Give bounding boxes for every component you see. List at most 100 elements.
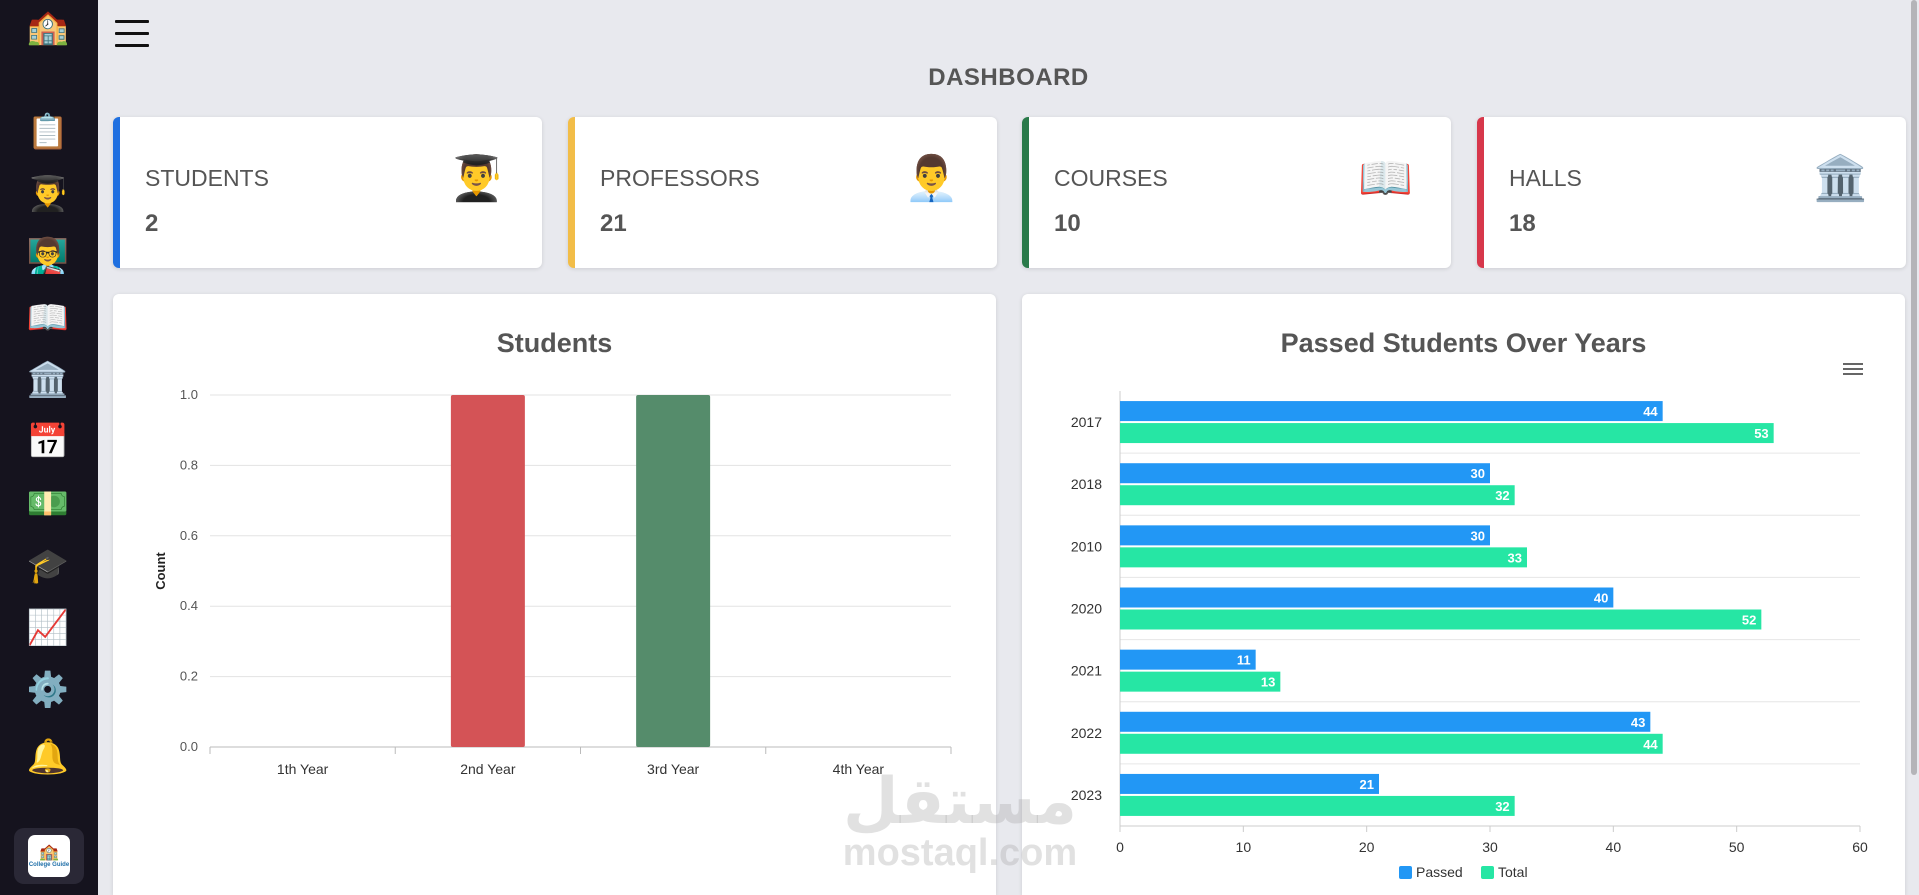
chart-title: Passed Students Over Years [1280,328,1647,358]
bar-total [1120,609,1762,630]
bar [450,395,525,747]
x-tick-label: 4th Year [833,761,885,777]
stat-card-students[interactable]: STUDENTS 2 👨‍🎓 [113,117,542,268]
stat-card-courses[interactable]: COURSES 10 📖 [1022,117,1451,268]
bar-passed [1120,711,1651,732]
money-icon[interactable]: 💵 [26,485,70,523]
calendar-icon[interactable]: 📅 [26,423,70,461]
y-tick-label: 2010 [1071,538,1102,554]
x-tick-label: 1th Year [277,761,329,777]
legend-label: Total [1498,864,1528,880]
logo-badge: 🏫 College Guide [28,835,70,877]
page-scrollbar[interactable] [1911,0,1917,775]
student-icon[interactable]: 👨‍🎓 [26,175,70,213]
stat-value: 21 [600,210,627,237]
legend-swatch [1399,866,1412,879]
data-label: 30 [1471,466,1485,481]
y-tick-label: 2023 [1071,787,1102,803]
x-tick-label: 2nd Year [460,761,516,777]
y-tick-label: 0.6 [180,528,198,543]
data-label: 32 [1495,488,1509,503]
professor-icon: 👨‍💼 [904,154,959,203]
stat-label: PROFESSORS [600,165,760,191]
data-label: 40 [1594,591,1608,606]
bar-passed [1120,401,1663,422]
bar-total [1120,733,1663,754]
bar [636,395,711,747]
data-label: 30 [1471,528,1485,543]
stat-label: HALLS [1509,165,1582,191]
page-title: DASHBOARD [928,64,1089,91]
bell-icon[interactable]: 🔔 [26,738,70,776]
college-guide-logo[interactable]: 🏫 College Guide [14,828,84,884]
data-label: 33 [1508,550,1522,565]
classical-building-icon[interactable]: 🏛️ [26,361,70,399]
data-label: 11 [1237,653,1251,668]
y-tick-label: 2017 [1071,414,1102,430]
data-label: 43 [1631,715,1645,730]
y-tick-label: 1.0 [180,387,198,402]
x-tick-label: 50 [1729,839,1745,855]
data-label: 32 [1495,799,1509,814]
bar-passed [1120,587,1614,608]
bar-total [1120,423,1774,444]
teacher-icon[interactable]: 👨‍🏫 [26,237,70,275]
x-tick-label: 60 [1852,839,1868,855]
bar-passed [1120,463,1490,484]
bar-total [1120,795,1515,816]
passed-students-chart-panel: Passed Students Over Years 2017 44 53 2018 3… [1022,294,1905,895]
y-tick-label: 0.2 [180,669,198,684]
open-book-icon: 📖 [1358,154,1413,203]
y-axis-label: Count [153,552,168,590]
gear-icon[interactable]: ⚙️ [26,671,70,709]
y-tick-label: 2020 [1071,601,1102,617]
sidebar: 🏫 📋 👨‍🎓 👨‍🏫 📖 🏛️ 📅 💵 🎓 📈 ⚙️ 🔔 🏫 College … [0,0,98,895]
x-tick-label: 0 [1116,839,1124,855]
data-label: 52 [1742,613,1756,628]
stat-value: 2 [145,210,159,237]
student-icon: 👨‍🎓 [449,154,504,203]
data-label: 44 [1643,737,1658,752]
data-label: 13 [1261,675,1275,690]
stat-value: 18 [1509,210,1536,237]
bar-total [1120,671,1281,692]
graduation-cap-icon[interactable]: 🎓 [26,547,70,585]
y-tick-label: 0.8 [180,457,198,472]
data-label: 21 [1360,777,1374,792]
x-tick-label: 20 [1359,839,1375,855]
bar-total [1120,547,1527,568]
x-tick-label: 40 [1606,839,1622,855]
chart-increasing-icon[interactable]: 📈 [26,609,70,647]
bar-passed [1120,773,1379,794]
stat-label: COURSES [1054,165,1168,191]
students-bar-chart: 0.0 0.2 0.4 0.6 0.8 1.0 1th Year 2nd Year 3rd Ye… [153,387,952,777]
y-tick-label: 2022 [1071,725,1102,741]
logo-text: College Guide [28,861,70,868]
chart-title: Students [496,328,613,358]
bar-total [1120,485,1515,506]
x-tick-label: 3rd Year [647,761,699,777]
logo-building-icon: 🏫 [39,843,59,861]
stat-value: 10 [1054,210,1081,237]
school-building-icon[interactable]: 🏫 [26,8,70,46]
stat-card-halls[interactable]: HALLS 18 🏛️ [1477,117,1906,268]
legend-label: Passed [1416,864,1463,880]
data-label: 53 [1754,426,1768,441]
clipboard-icon[interactable]: 📋 [26,113,70,151]
open-book-icon[interactable]: 📖 [26,299,70,337]
stat-card-professors[interactable]: PROFESSORS 21 👨‍💼 [568,117,997,268]
stat-label: STUDENTS [145,165,269,191]
x-tick-label: 10 [1236,839,1252,855]
chart-menu-icon[interactable] [1843,363,1863,377]
y-tick-label: 2018 [1071,476,1102,492]
bar-passed [1120,525,1490,546]
data-label: 44 [1643,404,1658,419]
classical-building-icon: 🏛️ [1813,154,1868,203]
students-chart-panel: Students 0.0 0.2 0.4 0.6 0.8 1.0 1th Year 2nd Y… [113,294,996,895]
y-tick-label: 2021 [1071,663,1102,679]
bar-passed [1120,649,1256,670]
passed-students-bar-chart: 2017445320183032201030332020405220211113… [1071,391,1868,880]
x-tick-label: 30 [1482,839,1498,855]
menu-toggle-icon[interactable] [115,20,149,52]
legend-swatch [1481,866,1494,879]
